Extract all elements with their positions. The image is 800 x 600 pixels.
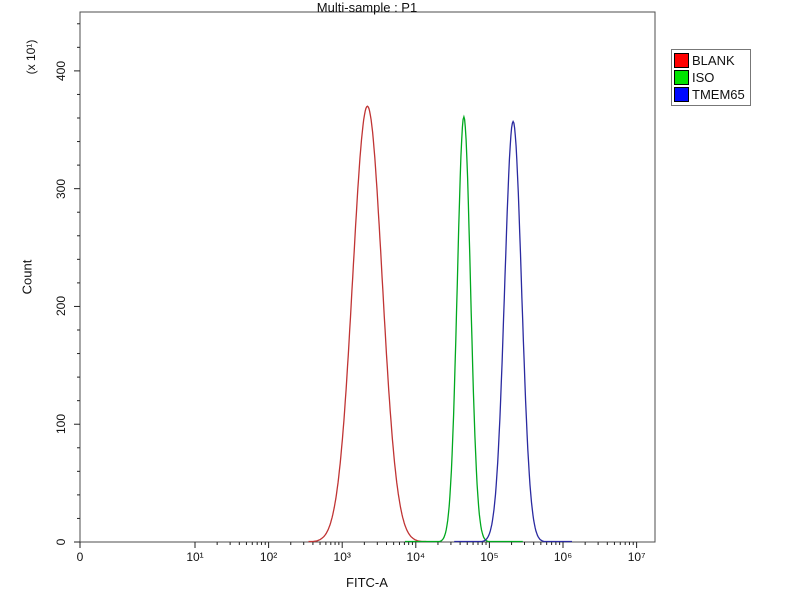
legend-swatch: [674, 87, 689, 102]
x-tick-label: 0: [76, 550, 84, 564]
y-tick-label: 400: [54, 60, 68, 81]
curve-tmem65: [454, 119, 572, 543]
x-axis-label: FITC-A: [346, 575, 388, 590]
legend-swatch: [674, 70, 689, 85]
chart-title: Multi-sample : P1: [316, 0, 418, 15]
y-tick-label: 300: [54, 178, 68, 199]
x-tick-label: 10⁵: [480, 550, 499, 564]
legend-item: ISO: [674, 69, 745, 86]
legend-item: BLANK: [674, 52, 745, 69]
x-tick-label: 10⁷: [627, 550, 646, 564]
x-tick-label: 10³: [333, 550, 351, 564]
y-tick-label: 0: [54, 538, 68, 546]
legend-label: TMEM65: [692, 87, 745, 102]
x-tick-label: 10²: [259, 550, 278, 564]
y-axis-scale-label: (x 10¹): [24, 39, 38, 75]
legend-label: BLANK: [692, 53, 735, 68]
legend-label: ISO: [692, 70, 715, 85]
y-tick-label: 100: [54, 414, 68, 435]
y-tick-label: 200: [54, 296, 68, 317]
legend-item: TMEM65: [674, 86, 745, 103]
x-tick-label: 10¹: [186, 550, 204, 564]
x-tick-label: 10⁴: [406, 550, 426, 564]
legend-swatch: [674, 53, 689, 68]
curve-blank: [308, 105, 427, 543]
x-tick-label: 10⁶: [553, 550, 573, 564]
legend: BLANK ISO TMEM65: [671, 49, 751, 106]
y-axis-label: Count: [19, 259, 35, 295]
curve-iso: [405, 114, 523, 543]
plot-border: [79, 11, 656, 543]
